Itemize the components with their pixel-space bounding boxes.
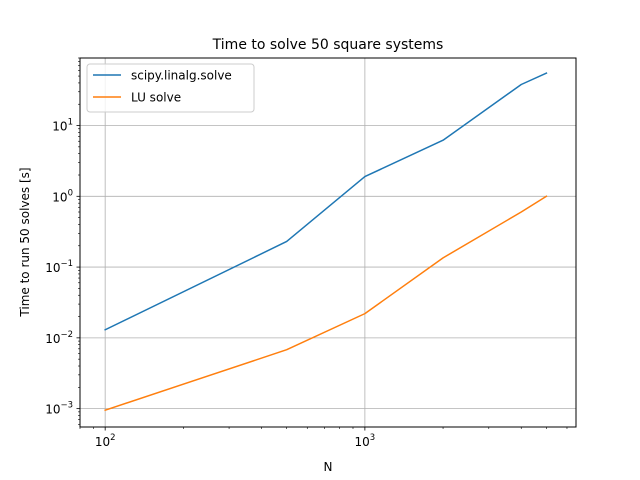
y-axis-label: Time to run 50 solves [s] [18,167,32,317]
x-tick-exponent: 2 [110,433,115,443]
y-tick-exponent: 1 [68,118,73,128]
legend-box [86,63,255,113]
grid [80,58,576,427]
series-line-1 [104,195,548,412]
legend-label-0: scipy.linalg.solve [131,69,232,83]
x-axis-label: N [324,460,333,474]
y-tick-exponent: −2 [60,330,73,340]
series-lines [104,72,548,412]
plot-frame [79,57,577,428]
y-tick-exponent: −1 [60,259,73,269]
series-line-0 [104,72,548,331]
x-tick-exponent: 3 [370,433,375,443]
chart-title: Time to solve 50 square systems [212,37,444,53]
legend-label-1: LU solve [131,91,181,105]
y-tick-exponent: −3 [60,401,73,411]
legend: scipy.linalg.solve LU solve [86,63,255,113]
y-tick-exponent: 0 [68,188,73,198]
